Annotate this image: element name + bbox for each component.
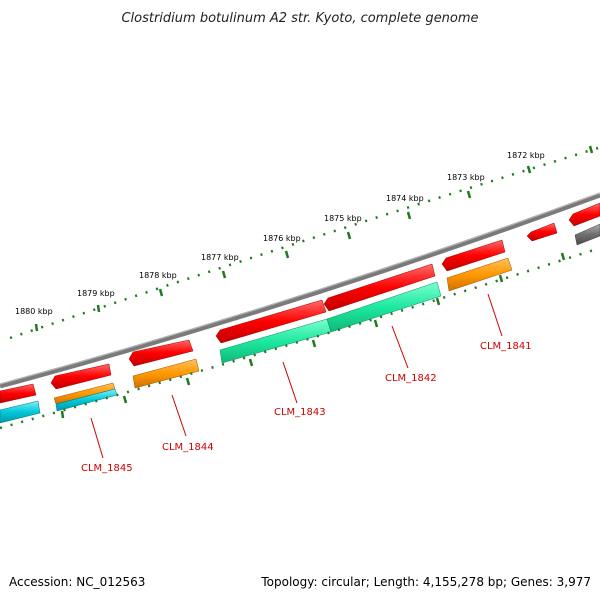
cds-clm-1844[interactable]	[132, 358, 200, 389]
inner-tick-ring	[0, 246, 600, 430]
cds-clm-1841[interactable]	[446, 257, 513, 292]
gene-label-clm-1843: CLM_1843	[274, 407, 326, 418]
gene-small-2[interactable]	[568, 202, 600, 227]
topology-text: Topology: circular; Length: 4,155,278 bp…	[260, 575, 591, 589]
gene-clm-1841[interactable]	[441, 239, 506, 272]
backbone-ring	[0, 192, 600, 389]
leader-lines	[90, 293, 503, 459]
gene-clm-1844[interactable]	[50, 363, 112, 390]
kbp-label-1878: 1878 kbp	[139, 271, 177, 280]
outer-tick-ring	[9, 145, 599, 340]
map-title: Clostridium botulinum A2 str. Kyoto, com…	[121, 11, 478, 26]
gene-label-clm-1842: CLM_1842	[385, 373, 437, 384]
cds-clm-1845[interactable]	[0, 400, 41, 424]
kbp-label-1880: 1880 kbp	[15, 307, 53, 316]
gene-clm-1845[interactable]	[0, 383, 37, 404]
gene-clm-1843[interactable]	[215, 299, 327, 344]
kbp-label-1875: 1875 kbp	[324, 214, 362, 223]
kbp-label-1877: 1877 kbp	[201, 253, 239, 262]
gene-clm-1843-upstream[interactable]	[128, 339, 194, 367]
kbp-label-1874: 1874 kbp	[386, 194, 424, 203]
gene-label-clm-1844: CLM_1844	[162, 442, 214, 453]
cds-features	[0, 223, 600, 424]
kbp-labels: 1880 kbp 1879 kbp 1878 kbp 1877 kbp 1876…	[15, 151, 545, 316]
forward-genes	[0, 202, 600, 404]
gene-labels: CLM_1845 CLM_1844 CLM_1843 CLM_1842 CLM_…	[81, 341, 532, 474]
kbp-label-1876: 1876 kbp	[263, 234, 301, 243]
kbp-label-1879: 1879 kbp	[77, 289, 115, 298]
gene-clm-1842[interactable]	[323, 263, 436, 312]
kbp-label-1873: 1873 kbp	[447, 173, 485, 182]
gene-label-clm-1845: CLM_1845	[81, 463, 133, 474]
gene-label-clm-1841: CLM_1841	[480, 341, 532, 352]
cds-gray[interactable]	[574, 223, 600, 246]
accession-text: Accession: NC_012563	[9, 575, 145, 589]
gene-small-1[interactable]	[526, 222, 558, 242]
cds-clm-1842[interactable]	[326, 281, 442, 333]
kbp-label-1872: 1872 kbp	[507, 151, 545, 160]
